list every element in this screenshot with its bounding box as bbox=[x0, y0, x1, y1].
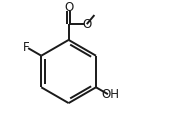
Text: O: O bbox=[64, 1, 73, 14]
Text: OH: OH bbox=[102, 88, 120, 101]
Text: F: F bbox=[23, 41, 30, 54]
Text: O: O bbox=[82, 18, 91, 31]
